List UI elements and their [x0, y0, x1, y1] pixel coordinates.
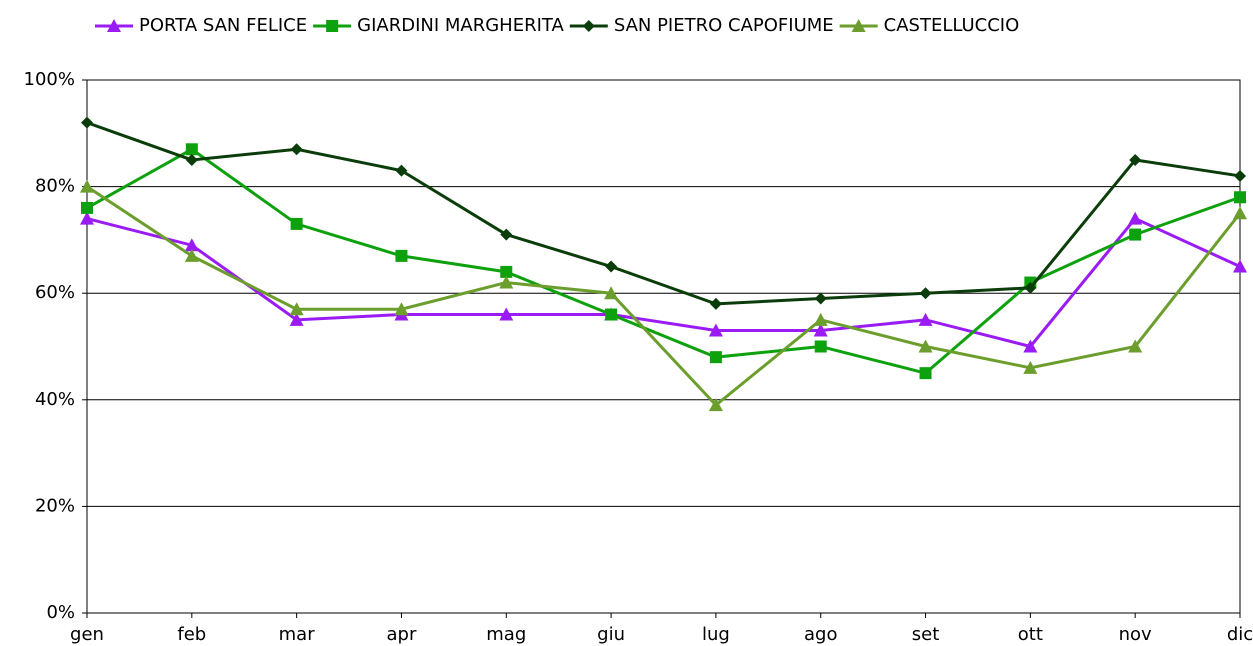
data-point	[499, 307, 514, 321]
y-tick-label: 80%	[35, 176, 75, 197]
legend-label: SAN PIETRO CAPOFIUME	[614, 15, 834, 36]
data-point	[813, 323, 828, 337]
y-tick-label: 60%	[35, 282, 75, 303]
data-point	[709, 297, 722, 310]
legend-label: CASTELLUCCIO	[884, 15, 1020, 36]
data-point	[184, 248, 199, 262]
data-point	[395, 164, 408, 177]
x-tick-label: ago	[804, 624, 837, 645]
data-point	[813, 312, 828, 326]
data-point	[80, 211, 94, 225]
data-point	[290, 143, 303, 156]
data-point	[80, 179, 94, 193]
data-point	[1023, 360, 1038, 374]
data-point	[1024, 281, 1037, 294]
x-tick-label: apr	[387, 624, 417, 645]
data-point	[918, 312, 933, 326]
data-point	[185, 153, 198, 166]
data-point	[605, 260, 618, 273]
data-point	[1023, 339, 1038, 353]
data-point	[184, 238, 199, 252]
legend-label: PORTA SAN FELICE	[139, 15, 307, 36]
data-point	[500, 265, 513, 278]
data-point	[290, 217, 303, 230]
data-point	[1233, 259, 1247, 273]
legend-marker	[582, 20, 595, 32]
x-tick-label: dic	[1227, 624, 1253, 645]
data-point	[708, 398, 723, 412]
x-tick-label: mag	[486, 624, 526, 645]
data-point	[814, 292, 827, 305]
data-point	[919, 287, 932, 300]
data-point	[81, 201, 93, 214]
data-point	[499, 275, 514, 289]
data-point	[918, 339, 933, 353]
data-point	[1234, 191, 1246, 204]
legend-marker	[326, 20, 339, 32]
data-point	[289, 312, 304, 326]
data-point	[814, 340, 827, 353]
series-line	[86, 121, 1241, 306]
x-tick-label: nov	[1119, 624, 1152, 645]
x-tick-label: mar	[279, 624, 316, 645]
data-point	[1129, 228, 1142, 241]
x-tick-label: feb	[177, 624, 206, 645]
x-tick-label: set	[912, 624, 940, 645]
data-point	[1233, 206, 1247, 220]
data-point	[1129, 153, 1142, 166]
legend-marker	[107, 19, 121, 32]
data-point	[1128, 339, 1143, 353]
x-tick-label: ott	[1018, 624, 1043, 645]
data-point	[395, 249, 408, 262]
legend-label: GIARDINI MARGHERITA	[357, 15, 564, 36]
series-line	[86, 216, 1241, 349]
plot-border	[86, 79, 1241, 614]
data-point	[1128, 211, 1143, 225]
x-tick-label: gen	[70, 624, 104, 645]
data-point	[604, 286, 619, 300]
y-tick-label: 0%	[46, 602, 75, 623]
y-tick-label: 20%	[35, 495, 75, 516]
data-point	[394, 302, 409, 316]
data-point	[708, 323, 723, 337]
y-tick-label: 100%	[24, 69, 75, 90]
x-tick-label: lug	[702, 624, 730, 645]
data-point	[605, 308, 618, 321]
data-point	[289, 302, 304, 316]
y-tick-label: 40%	[35, 389, 75, 410]
series-line	[86, 185, 1242, 408]
data-point	[185, 143, 198, 156]
data-point	[81, 116, 93, 129]
data-point	[919, 367, 932, 380]
data-point	[500, 228, 513, 241]
data-point	[1234, 169, 1246, 182]
series-line	[86, 147, 1241, 375]
data-point	[709, 351, 722, 364]
legend-marker	[851, 19, 866, 32]
x-tick-label: giu	[597, 624, 625, 645]
